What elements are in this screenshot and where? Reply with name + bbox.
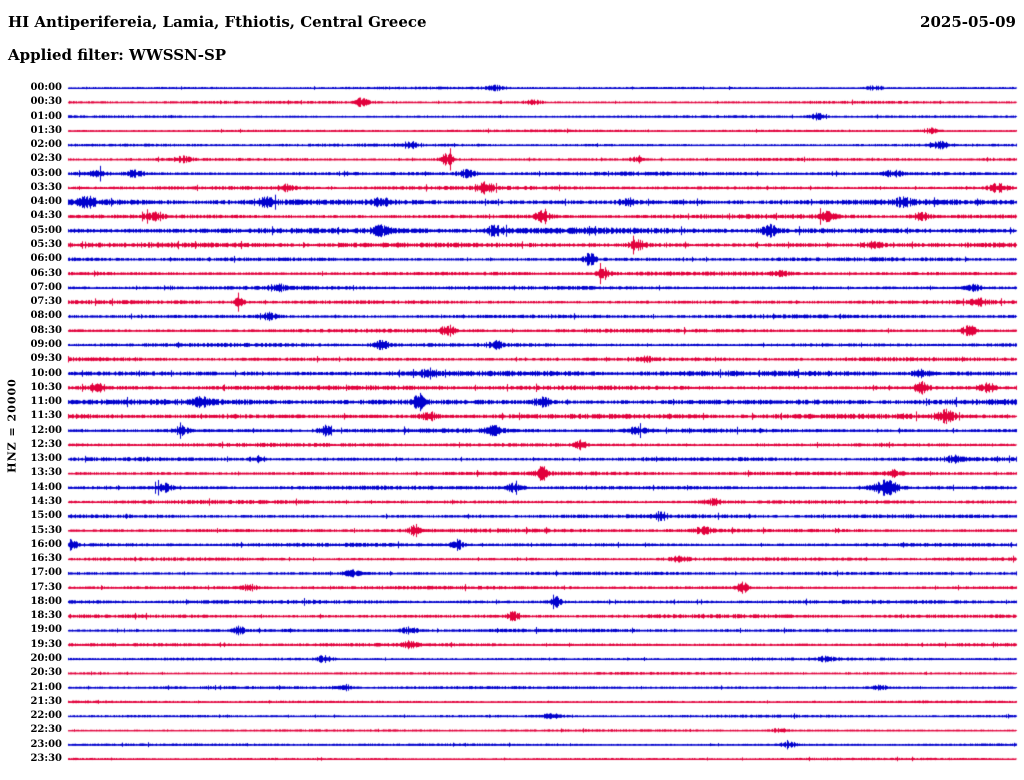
- row-time-label: 09:30: [30, 353, 62, 365]
- row-time-label: 05:30: [30, 239, 62, 251]
- filter-label: Applied filter: WWSSN-SP: [8, 46, 227, 64]
- row-time-label: 22:30: [30, 724, 62, 736]
- row-time-label: 06:30: [30, 267, 62, 279]
- row-time-label: 06:00: [30, 253, 62, 265]
- row-time-label: 10:30: [30, 381, 62, 393]
- row-time-label: 11:00: [30, 396, 62, 408]
- row-time-label: 05:00: [30, 224, 62, 236]
- row-time-label: 04:00: [30, 196, 62, 208]
- row-time-label: 02:30: [30, 153, 62, 165]
- row-time-label: 23:30: [30, 752, 62, 764]
- row-time-label: 20:30: [30, 667, 62, 679]
- row-time-label: 12:30: [30, 438, 62, 450]
- row-time-label: 16:30: [30, 553, 62, 565]
- row-time-label: 08:00: [30, 310, 62, 322]
- row-time-label: 12:00: [30, 424, 62, 436]
- row-time-label: 04:30: [30, 210, 62, 222]
- row-time-label: 23:00: [30, 738, 62, 750]
- row-time-label: 13:30: [30, 467, 62, 479]
- row-time-label: 11:30: [30, 410, 62, 422]
- row-time-label: 01:00: [30, 110, 62, 122]
- row-time-label: 03:30: [30, 181, 62, 193]
- row-time-label: 00:00: [30, 82, 62, 93]
- row-time-label: 19:00: [30, 624, 62, 636]
- row-time-label: 18:00: [30, 595, 62, 607]
- row-time-label: 17:30: [30, 581, 62, 593]
- station-title: HI Antiperifereia, Lamia, Fthiotis, Cent…: [8, 13, 427, 31]
- row-time-label: 17:00: [30, 567, 62, 579]
- row-time-label: 08:30: [30, 324, 62, 336]
- record-date: 2025-05-09: [920, 13, 1016, 31]
- row-time-label: 14:00: [30, 481, 62, 493]
- row-time-label: 21:30: [30, 695, 62, 707]
- row-time-label: 22:00: [30, 710, 62, 722]
- row-time-label: 07:30: [30, 296, 62, 308]
- row-time-label: 01:30: [30, 124, 62, 136]
- row-time-label: 00:30: [30, 96, 62, 108]
- row-time-label: 15:30: [30, 524, 62, 536]
- row-time-label: 10:00: [30, 367, 62, 379]
- row-time-label: 02:00: [30, 139, 62, 151]
- row-time-label: 09:00: [30, 338, 62, 350]
- row-time-label: 07:00: [30, 281, 62, 293]
- row-time-label: 18:30: [30, 610, 62, 622]
- row-time-label: 03:00: [30, 167, 62, 179]
- row-time-label: 15:00: [30, 510, 62, 522]
- row-time-label: 19:30: [30, 638, 62, 650]
- row-time-label: 21:00: [30, 681, 62, 693]
- row-time-label: 20:00: [30, 653, 62, 665]
- row-time-label: 16:00: [30, 538, 62, 550]
- row-time-label: 13:00: [30, 453, 62, 465]
- row-time-label: 14:30: [30, 496, 62, 507]
